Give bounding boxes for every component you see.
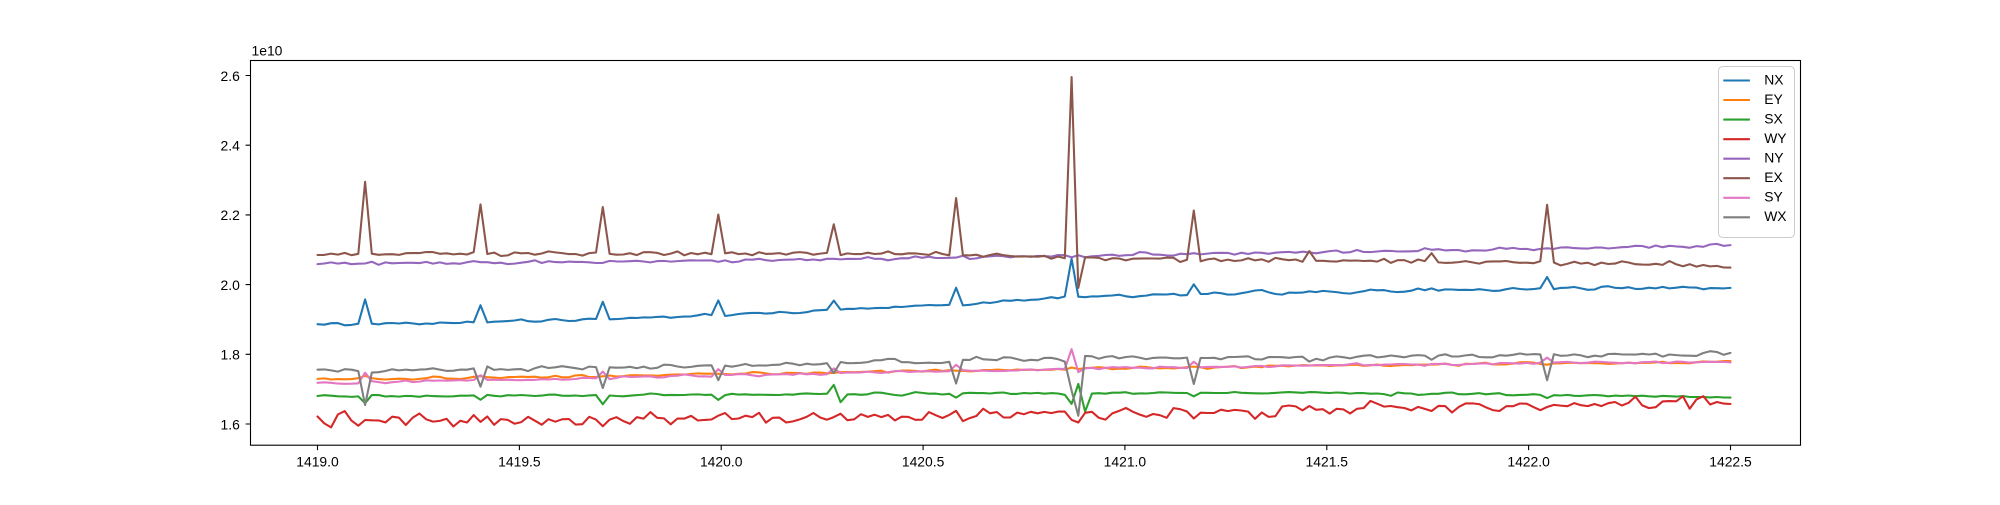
svg-text:1421.5: 1421.5 — [1306, 454, 1349, 470]
svg-text:NY: NY — [1764, 150, 1783, 166]
svg-text:SY: SY — [1764, 189, 1783, 205]
svg-text:1420.0: 1420.0 — [700, 454, 743, 470]
svg-text:2.6: 2.6 — [220, 68, 240, 84]
svg-text:WX: WX — [1764, 208, 1786, 224]
svg-text:SX: SX — [1764, 111, 1783, 127]
svg-text:2.4: 2.4 — [220, 138, 240, 154]
svg-text:EY: EY — [1764, 91, 1783, 107]
svg-text:1422.5: 1422.5 — [1709, 454, 1752, 470]
svg-text:1.6: 1.6 — [220, 416, 240, 432]
svg-text:1419.5: 1419.5 — [498, 454, 541, 470]
svg-text:EX: EX — [1764, 169, 1783, 185]
svg-text:1421.0: 1421.0 — [1104, 454, 1147, 470]
svg-text:1422.0: 1422.0 — [1507, 454, 1550, 470]
svg-text:1e10: 1e10 — [252, 43, 283, 59]
svg-text:1.8: 1.8 — [220, 347, 240, 363]
svg-text:1420.5: 1420.5 — [902, 454, 945, 470]
svg-text:WY: WY — [1764, 130, 1786, 146]
svg-text:NX: NX — [1764, 71, 1783, 87]
svg-text:1419.0: 1419.0 — [296, 454, 339, 470]
svg-text:2.0: 2.0 — [220, 277, 240, 293]
svg-text:2.2: 2.2 — [220, 207, 240, 223]
